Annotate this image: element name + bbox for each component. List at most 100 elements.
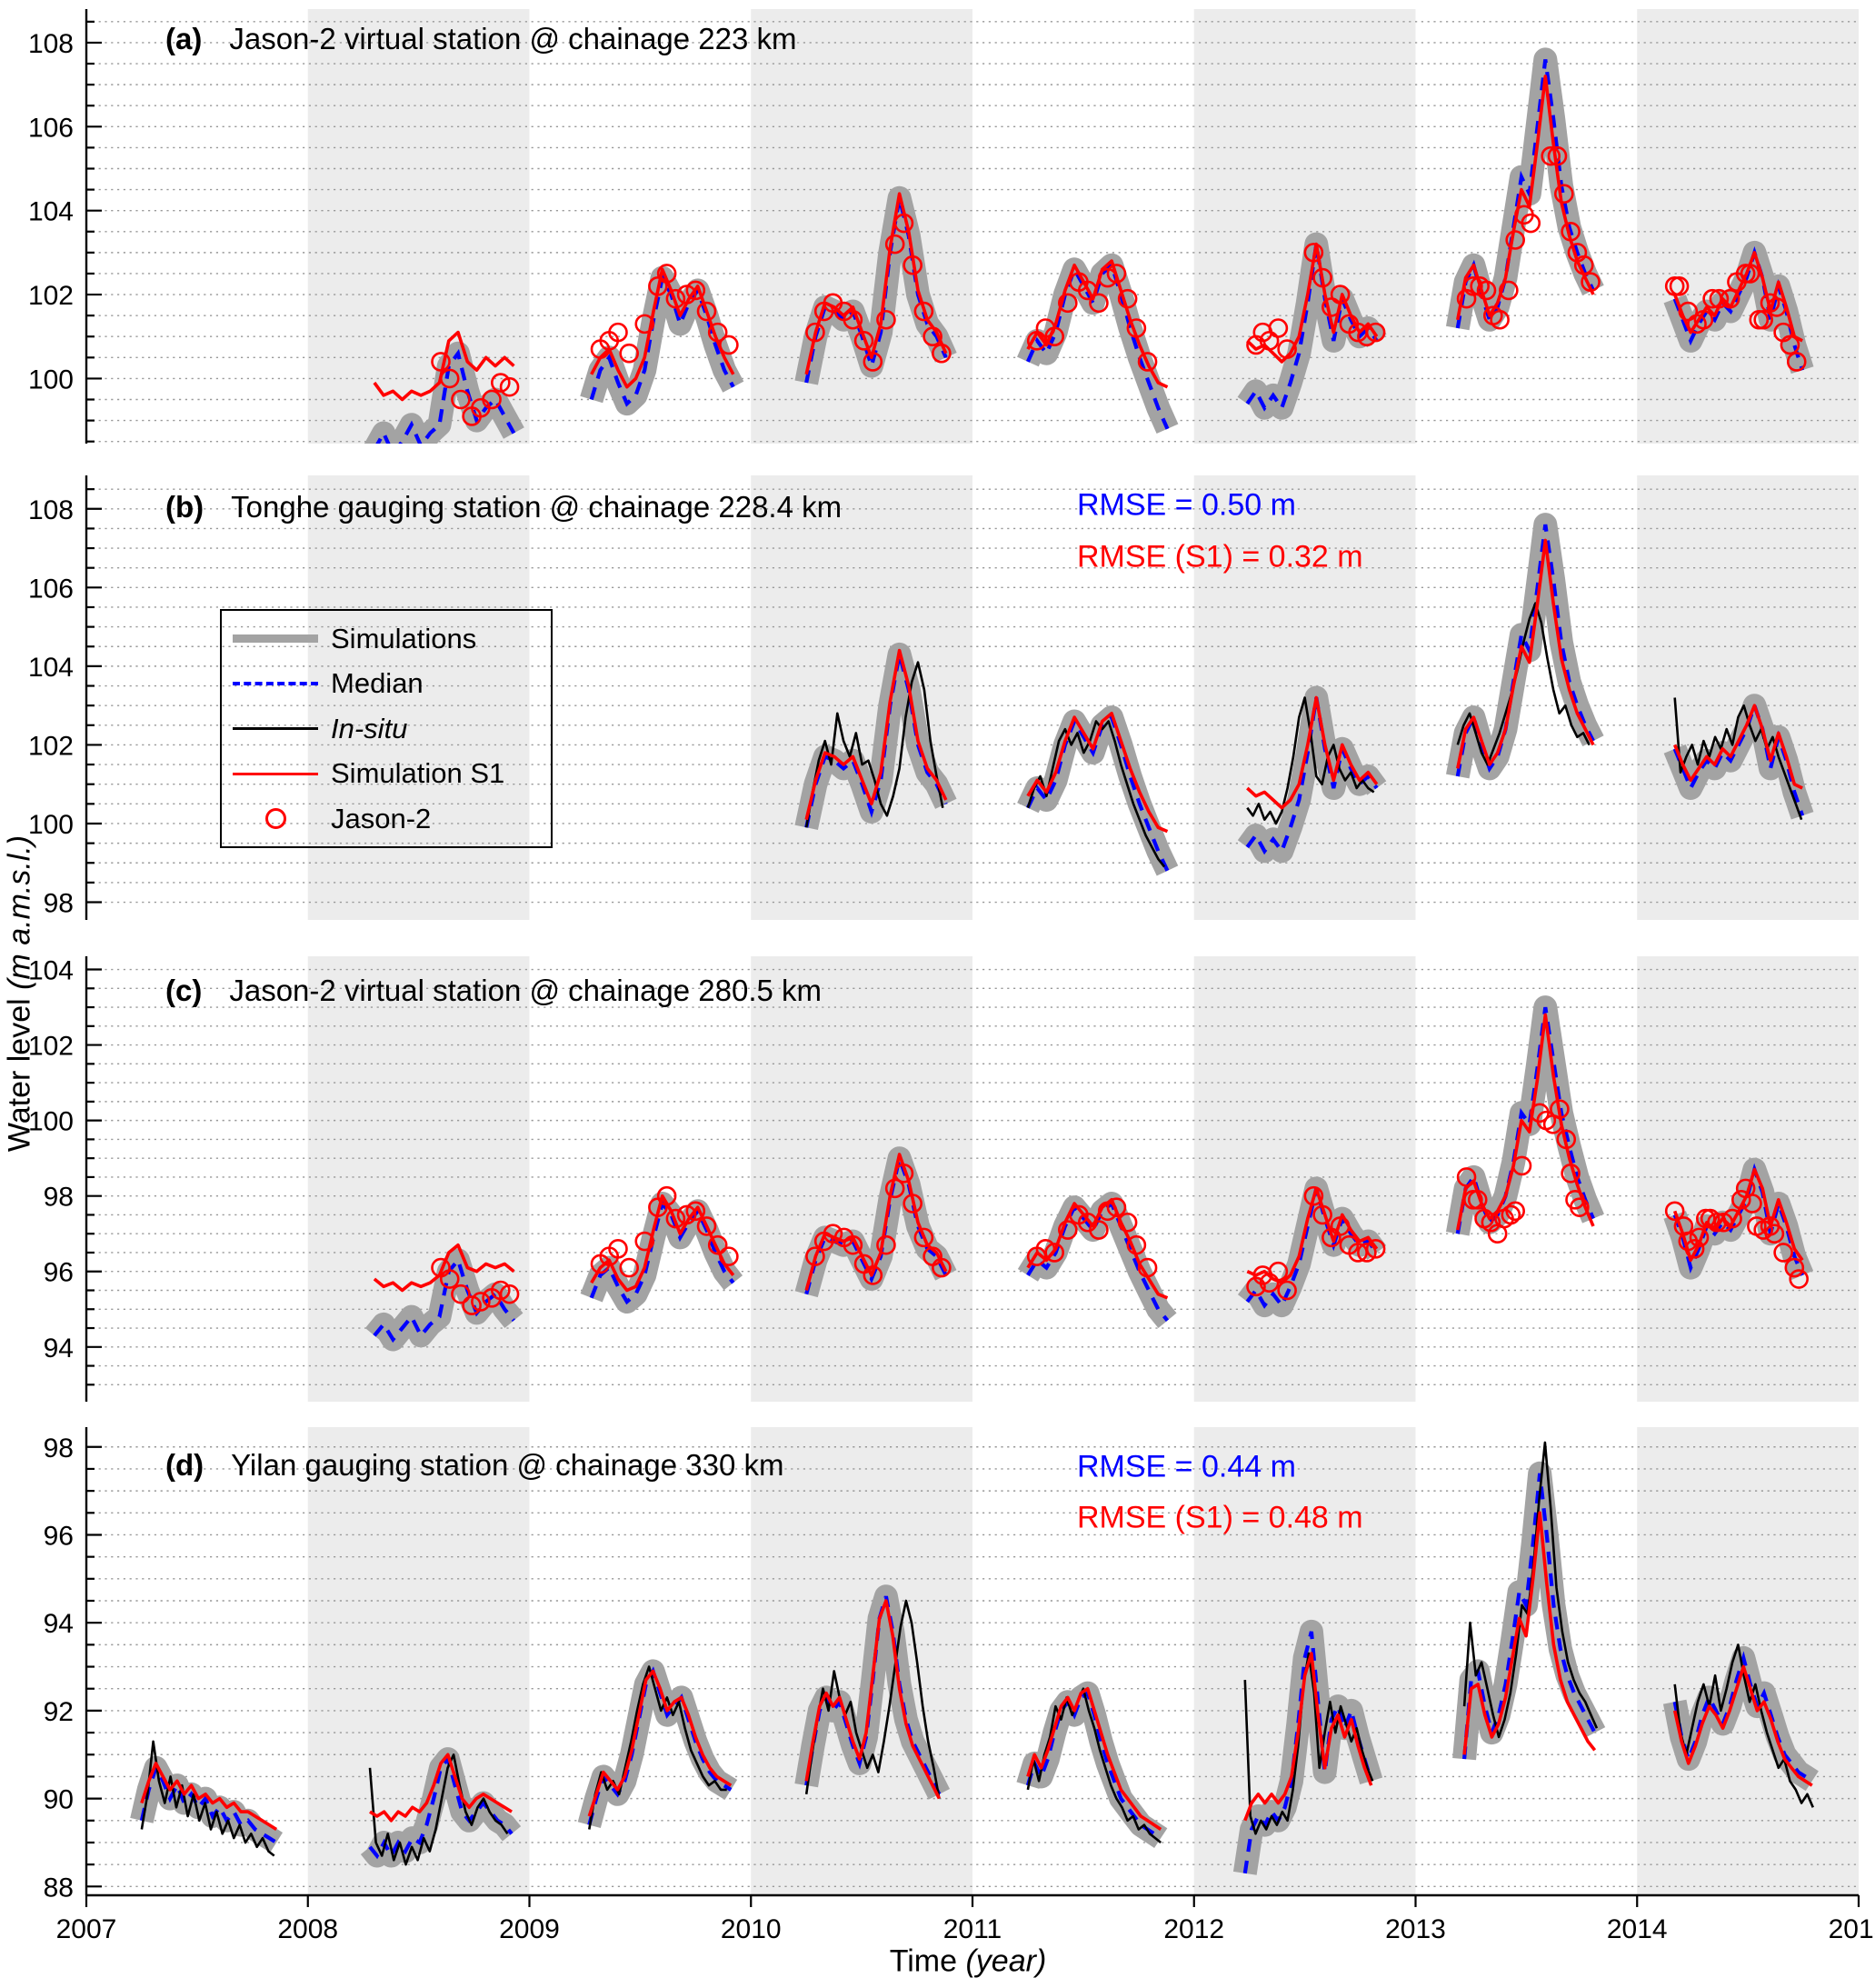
s1-line [1456, 1013, 1595, 1231]
insitu-line [140, 1740, 275, 1857]
s1-line [373, 330, 515, 402]
s1-line [1026, 1686, 1162, 1831]
median-line [1026, 714, 1170, 872]
jason2-point [843, 309, 863, 330]
panel-d-letter: (d) [165, 1448, 204, 1482]
insitu-line [1673, 1643, 1814, 1808]
jason2-point [1684, 1239, 1705, 1259]
insitu-line [1456, 602, 1591, 766]
jason2-point [1303, 1185, 1324, 1206]
panel-b: 98 100 102 104 106 108 [28, 475, 1859, 920]
jason2-point [805, 322, 825, 343]
x-tick-label: 2014 [1607, 1914, 1668, 1944]
y-tick-label: 100 [28, 365, 74, 395]
jason2-point [1089, 1220, 1109, 1240]
median-line [1455, 1006, 1595, 1234]
y-tick-label: 108 [28, 29, 74, 59]
jason2-point [1669, 276, 1690, 296]
jason2-point [685, 1201, 706, 1222]
insitu-line [368, 1753, 509, 1866]
jason2-point [1117, 1212, 1138, 1233]
jason2-point [1767, 297, 1787, 317]
jason2-point [1786, 352, 1807, 372]
jason2-point [696, 1216, 717, 1236]
insitu-line [804, 661, 944, 828]
y-tick-label: 94 [44, 1334, 74, 1364]
jason2-point [1753, 309, 1773, 330]
panel-b-rmse-s1: RMSE (S1) = 0.32 m [1077, 539, 1363, 574]
jason2-point [903, 1194, 923, 1214]
jason2-point [1463, 276, 1483, 296]
x-tick-label: 2011 [943, 1914, 1002, 1944]
jason2-point [1357, 1243, 1377, 1263]
legend-item-simulations: Simulations [222, 618, 551, 660]
jason2-point [1573, 255, 1594, 275]
jason2-point [1077, 280, 1098, 301]
jason2-point [431, 352, 451, 372]
jason2-point [1089, 293, 1109, 314]
jason2-point [1561, 221, 1581, 242]
jason2-point [1490, 309, 1510, 330]
jason2-point [1456, 1167, 1477, 1187]
jason2-point [1035, 1239, 1056, 1259]
simulations-band [580, 265, 744, 416]
jason2-point [903, 255, 923, 275]
jason2-point [1246, 1276, 1266, 1297]
s1-line [1462, 1511, 1597, 1755]
jason2-point [1709, 288, 1730, 309]
jason2-point [1137, 1257, 1158, 1278]
legend-item-insitu: In-situ [222, 708, 551, 750]
y-tick-label: 102 [28, 1032, 74, 1062]
jason2-point [696, 301, 717, 322]
median-dashed-line-swatch [233, 682, 318, 685]
jason2-point [1097, 1201, 1118, 1222]
jason2-point [685, 280, 706, 301]
jason2-point [1780, 335, 1800, 355]
jason2-point [1740, 264, 1760, 284]
jason2-point [876, 309, 896, 330]
median-line [373, 1255, 516, 1344]
jason2-point [932, 343, 952, 364]
y-tick-label: 90 [44, 1785, 74, 1815]
x-axis: 2007 2008 2009 2010 2011 2012 2013 2014 2015 [56, 1893, 1875, 1944]
jason2-point [1505, 230, 1525, 250]
insitu-line [804, 1599, 941, 1799]
jason2-circle-swatch [233, 808, 318, 829]
shaded-band [751, 956, 972, 1402]
jason2-point [499, 376, 520, 397]
s1-line [1246, 695, 1379, 810]
x-tick-label: 2010 [721, 1914, 782, 1944]
jason2-point [1312, 1204, 1332, 1225]
y-tick-label: 102 [28, 731, 74, 761]
panel-b-title: (b) Tonghe gauging station @ chainage 228… [165, 490, 843, 524]
jason2-point [439, 368, 460, 389]
insitu-line [1673, 697, 1803, 821]
insitu-line [1243, 1652, 1374, 1835]
y-axis-label: Water level (m a.m.s.l.) [2, 834, 37, 1153]
panel-b-letter: (b) [165, 490, 204, 524]
jason2-point [656, 1185, 677, 1206]
jason2-point [634, 314, 655, 335]
y-tick-label: 106 [28, 113, 74, 143]
x-tick-label: 2009 [499, 1914, 560, 1944]
s1-line [1673, 704, 1803, 790]
jason2-point [1554, 184, 1574, 205]
jason2-point [923, 326, 942, 347]
jason2-point [676, 285, 697, 305]
shaded-band [751, 1427, 972, 1895]
median-line [375, 348, 516, 444]
jason2-point [1556, 1129, 1577, 1150]
jason2-point [1268, 318, 1289, 338]
jason2-point [853, 331, 874, 351]
s1-line [590, 1194, 735, 1293]
jason2-point [491, 1280, 511, 1301]
jason2-point [1664, 1201, 1685, 1222]
s1-line [804, 648, 948, 821]
jason2-point [482, 389, 502, 410]
y-tick-label: 108 [28, 495, 74, 525]
s1-line [587, 1669, 733, 1817]
jason2-point [1097, 267, 1118, 288]
jason2-point [619, 1257, 639, 1278]
jason2-point [1303, 243, 1324, 263]
